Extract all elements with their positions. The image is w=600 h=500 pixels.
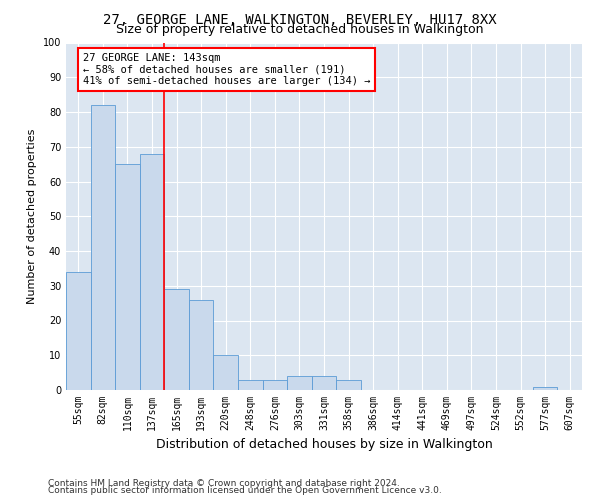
Text: Contains HM Land Registry data © Crown copyright and database right 2024.: Contains HM Land Registry data © Crown c…: [48, 478, 400, 488]
Bar: [164, 289, 189, 390]
Y-axis label: Number of detached properties: Number of detached properties: [27, 128, 37, 304]
Bar: [189, 300, 214, 390]
Bar: [140, 154, 164, 390]
Bar: [91, 105, 115, 390]
Bar: [66, 272, 91, 390]
X-axis label: Distribution of detached houses by size in Walkington: Distribution of detached houses by size …: [155, 438, 493, 452]
Bar: [287, 376, 312, 390]
Bar: [336, 380, 361, 390]
Bar: [312, 376, 336, 390]
Text: 27, GEORGE LANE, WALKINGTON, BEVERLEY, HU17 8XX: 27, GEORGE LANE, WALKINGTON, BEVERLEY, H…: [103, 12, 497, 26]
Text: Size of property relative to detached houses in Walkington: Size of property relative to detached ho…: [116, 22, 484, 36]
Text: 27 GEORGE LANE: 143sqm
← 58% of detached houses are smaller (191)
41% of semi-de: 27 GEORGE LANE: 143sqm ← 58% of detached…: [83, 53, 370, 86]
Bar: [115, 164, 140, 390]
Bar: [238, 380, 263, 390]
Bar: [214, 355, 238, 390]
Text: Contains public sector information licensed under the Open Government Licence v3: Contains public sector information licen…: [48, 486, 442, 495]
Bar: [263, 380, 287, 390]
Bar: [533, 386, 557, 390]
